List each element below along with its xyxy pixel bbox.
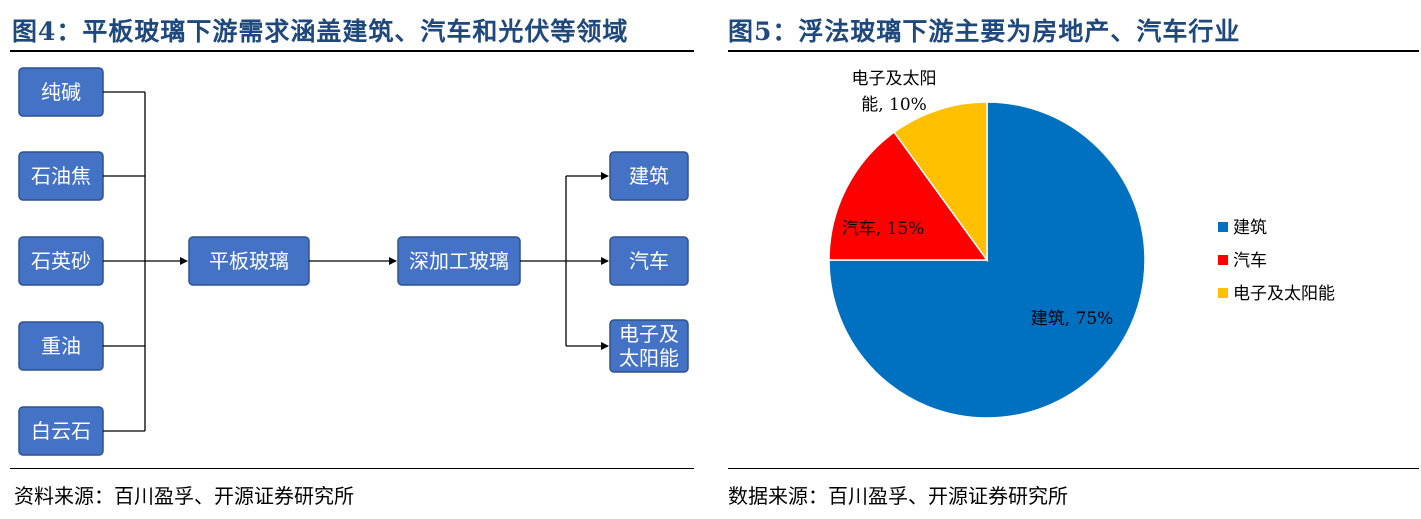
fig5-top-rule bbox=[728, 50, 1419, 52]
raw-node-3: 石英砂 bbox=[18, 236, 104, 286]
raw-node-1-label: 纯碱 bbox=[41, 80, 81, 104]
legend-swatch-1 bbox=[1218, 222, 1228, 232]
app-node-1-label: 建筑 bbox=[629, 164, 669, 188]
fig5-panel: 图5：浮法玻璃下游主要为房地产、汽车行业 建筑, 75% 汽车, 15% 电子及太阳… bbox=[724, 0, 1421, 519]
pie-slice-2 bbox=[828, 131, 989, 261]
pie-data-label-3: 电子及太阳 bbox=[852, 69, 937, 89]
raw-node-5-label: 白云石 bbox=[31, 419, 91, 443]
raw-node-2: 石油焦 bbox=[18, 151, 104, 201]
raw-node-1: 纯碱 bbox=[18, 67, 104, 117]
legend-label-2: 汽车 bbox=[1233, 251, 1267, 271]
flat-glass-node: 平板玻璃 bbox=[188, 236, 310, 286]
legend-swatch-3 bbox=[1218, 288, 1228, 298]
raw-node-5: 白云石 bbox=[18, 406, 104, 456]
raw-node-3-label: 石英砂 bbox=[31, 249, 91, 273]
fig4-bottom-rule bbox=[10, 468, 694, 469]
fig5-title: 图5：浮法玻璃下游主要为房地产、汽车行业 bbox=[728, 17, 1241, 46]
deep-glass-node-label: 深加工玻璃 bbox=[409, 249, 509, 273]
raw-node-4-label: 重油 bbox=[41, 334, 81, 358]
fig4-top-rule bbox=[10, 50, 694, 52]
legend-label-1: 建筑 bbox=[1233, 218, 1267, 238]
app-node-1-box bbox=[609, 151, 689, 201]
legend-swatch-2 bbox=[1218, 255, 1228, 265]
app-node-3-label: 太阳能 bbox=[619, 346, 679, 370]
app-node-2-box bbox=[609, 236, 689, 286]
pie-data-label-2: 汽车, 15% bbox=[842, 219, 925, 239]
raw-node-2-label: 石油焦 bbox=[31, 164, 91, 188]
pie-data-label-3: 能, 10% bbox=[861, 95, 927, 115]
app-node-2: 汽车 bbox=[609, 236, 689, 286]
raw-node-4: 重油 bbox=[18, 321, 104, 371]
fig4-panel: 图4：平板玻璃下游需求涵盖建筑、汽车和光伏等领域 纯碱石油焦石英砂重油白云石 平板… bbox=[0, 0, 700, 519]
deep-glass-node: 深加工玻璃 bbox=[397, 236, 521, 286]
legend-label-3: 电子及太阳能 bbox=[1233, 284, 1335, 304]
fig5-source: 数据来源：百川盈孚、开源证券研究所 bbox=[728, 484, 1068, 508]
pie-data-label-1: 建筑, 75% bbox=[1031, 309, 1114, 329]
app-node-3: 电子及太阳能 bbox=[609, 319, 689, 373]
app-node-3-label: 电子及 bbox=[619, 322, 679, 346]
fig5-bottom-rule bbox=[728, 468, 1419, 469]
app-node-2-label: 汽车 bbox=[629, 249, 669, 273]
app-node-3-box bbox=[609, 319, 689, 373]
pie-slice-3 bbox=[893, 101, 988, 263]
fig4-title: 图4：平板玻璃下游需求涵盖建筑、汽车和光伏等领域 bbox=[12, 17, 629, 46]
app-node-1: 建筑 bbox=[609, 151, 689, 201]
fig4-source: 资料来源：百川盈孚、开源证券研究所 bbox=[14, 484, 354, 508]
flat-glass-node-label: 平板玻璃 bbox=[209, 249, 289, 273]
